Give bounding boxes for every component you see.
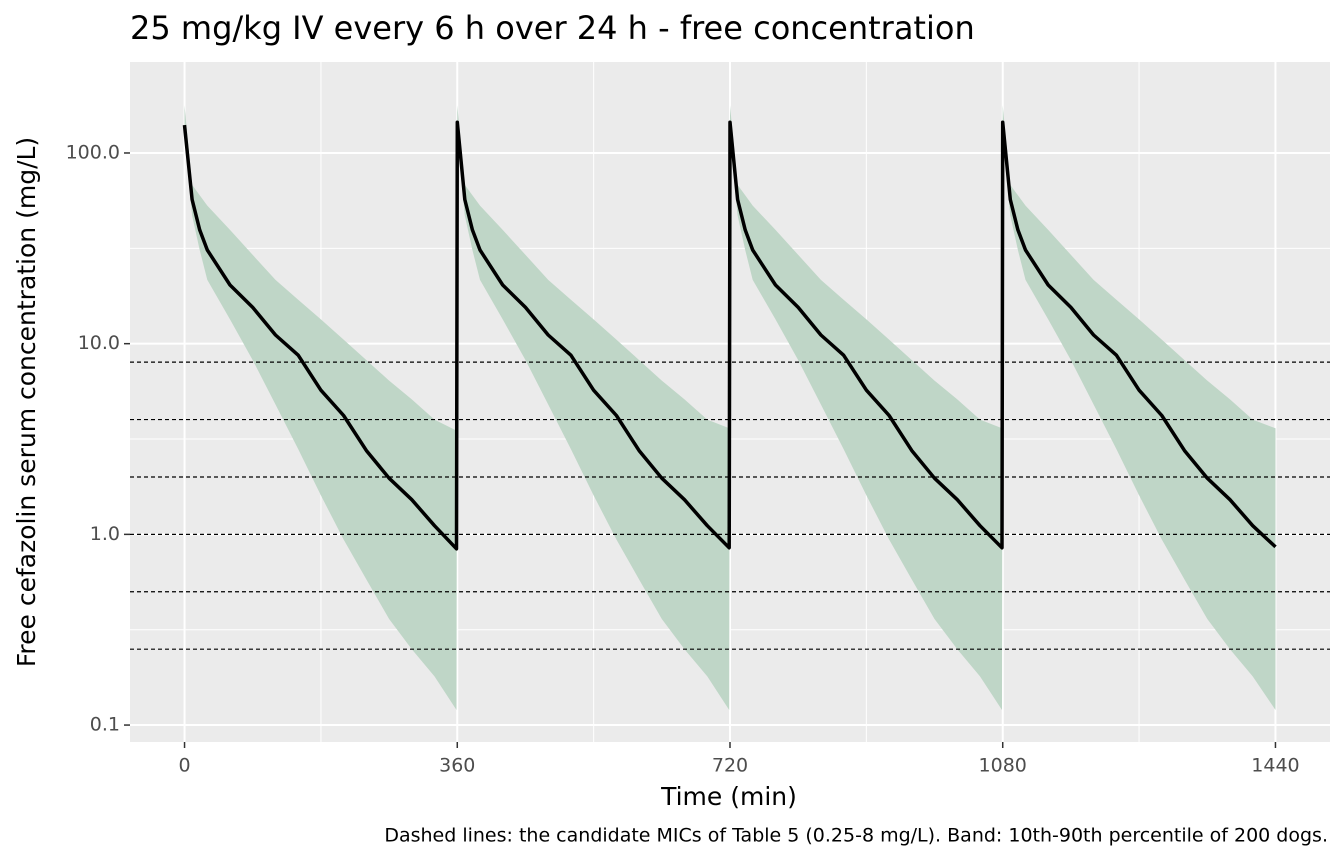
y-axis-title: Free cefazolin serum concentration (mg/L… bbox=[12, 137, 41, 667]
chart-title: 25 mg/kg IV every 6 h over 24 h - free c… bbox=[130, 9, 975, 47]
plot-area bbox=[130, 105, 1330, 710]
x-tick-label: 720 bbox=[712, 755, 748, 777]
x-tick-label: 360 bbox=[439, 755, 475, 777]
median-line bbox=[182, 120, 1277, 551]
y-tick-label: 10.0 bbox=[78, 332, 120, 354]
percentile-band bbox=[184, 105, 1276, 710]
x-tick-label: 0 bbox=[178, 755, 190, 777]
y-tick-label: 1.0 bbox=[90, 523, 120, 545]
caption: Dashed lines: the candidate MICs of Tabl… bbox=[384, 825, 1328, 847]
x-axis-title: Time (min) bbox=[660, 782, 797, 811]
axes: 0 360 720 1080 1440 100.0 10.0 1.0 0.1 bbox=[66, 141, 1300, 776]
x-tick-label: 1080 bbox=[979, 755, 1027, 777]
y-tick-label: 100.0 bbox=[66, 141, 120, 163]
x-tick-label: 1440 bbox=[1251, 755, 1299, 777]
y-tick-label: 0.1 bbox=[90, 714, 120, 736]
